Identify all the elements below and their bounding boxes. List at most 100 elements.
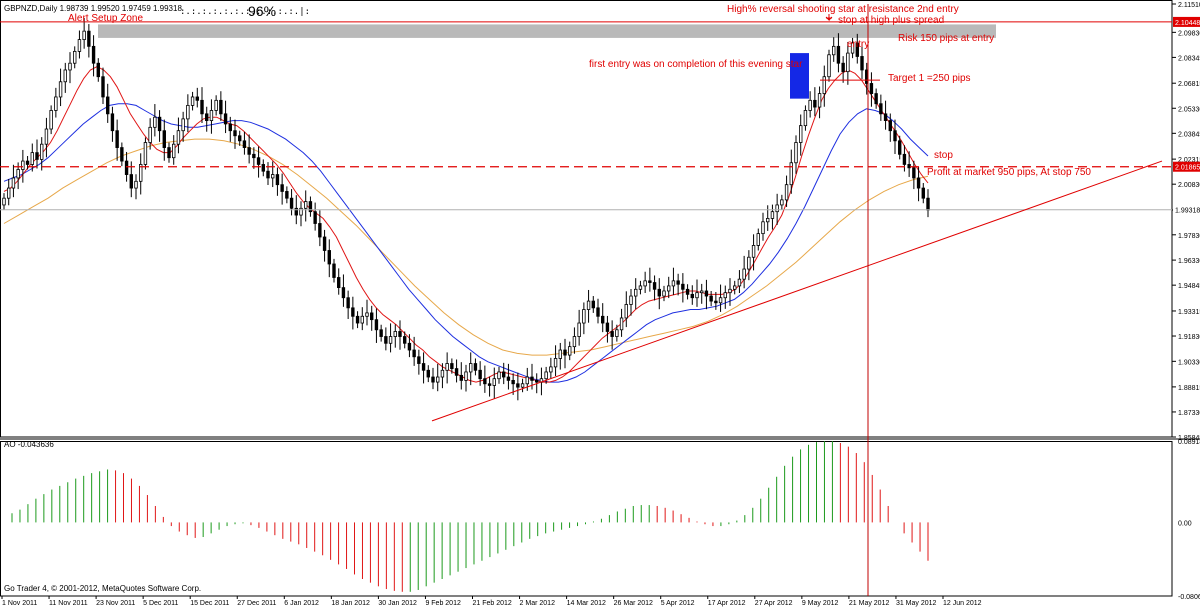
candle-body (747, 256, 751, 270)
main-frame (0, 0, 1173, 438)
candle (450, 358, 454, 374)
candle-body (478, 369, 482, 380)
candle (916, 166, 921, 202)
candle (478, 361, 482, 386)
candle (662, 285, 666, 302)
candle-body (16, 169, 20, 179)
candle-body (388, 336, 393, 344)
date-label: 11 Nov 2011 (49, 600, 88, 607)
candle (841, 56, 845, 83)
candle (454, 359, 459, 383)
candle (54, 87, 58, 118)
candle-body (68, 62, 72, 71)
candle (275, 167, 280, 196)
date-label: 5 Apr 2012 (661, 600, 695, 607)
candle (431, 367, 435, 390)
candle (492, 367, 496, 399)
candle-body (440, 369, 445, 378)
price-tick-label: 1.88815 (1178, 385, 1200, 392)
candle (879, 94, 883, 121)
candle (167, 142, 171, 163)
candle-body (751, 245, 756, 258)
candle (803, 105, 808, 131)
candle-body (96, 62, 100, 78)
candle (242, 131, 247, 155)
candle (393, 324, 397, 348)
candle (247, 134, 251, 164)
candle (172, 135, 176, 165)
candle (44, 117, 49, 158)
candle-body (58, 81, 63, 98)
price-tick-label: 1.87330 (1178, 410, 1200, 417)
candle-body (214, 99, 218, 111)
candle (549, 357, 553, 380)
candle-body (817, 93, 822, 108)
ao-label: AO -0.043636 (4, 440, 54, 449)
candle-body (200, 99, 204, 115)
candle-body (549, 366, 553, 373)
candle (568, 341, 572, 361)
candle (761, 212, 765, 241)
candle (115, 119, 119, 161)
candle (808, 91, 812, 118)
candle-body (718, 297, 723, 304)
candle-body (275, 174, 280, 186)
candle (912, 160, 916, 190)
candle (487, 376, 492, 397)
candle (747, 250, 751, 281)
candle-body (233, 130, 237, 137)
ao-histogram (11, 441, 929, 592)
candle (671, 267, 676, 296)
candle (139, 153, 143, 195)
date-label: 30 Jan 2012 (378, 600, 417, 607)
candle (280, 173, 284, 205)
candle-body (766, 218, 770, 223)
candle (120, 142, 124, 167)
candle (648, 267, 652, 292)
candle (110, 106, 115, 142)
candle (690, 285, 694, 305)
candle (271, 161, 275, 188)
candle (869, 72, 874, 107)
candle-body (893, 130, 897, 142)
candle (709, 290, 713, 307)
candle (327, 239, 331, 278)
price-tick-label: 1.93315 (1178, 309, 1200, 316)
candle (77, 30, 82, 59)
candle (685, 284, 690, 300)
price-tick-label: 1.91830 (1178, 334, 1200, 341)
candle-body (685, 288, 690, 295)
candle-body (770, 211, 775, 219)
candle (82, 18, 86, 49)
candle-body (483, 378, 487, 385)
candle (789, 149, 793, 194)
candle-body (332, 263, 336, 278)
candle (813, 87, 817, 117)
candle-body (148, 126, 152, 143)
date-label: 17 Apr 2012 (708, 600, 746, 607)
current-price-tag: 1.99318 (1175, 208, 1200, 215)
price-tick-label: 2.11510 (1178, 2, 1200, 9)
candle (351, 296, 355, 330)
resistance-price-tag-bg (1173, 16, 1200, 27)
candle-body (30, 152, 34, 165)
candle (483, 365, 487, 393)
candle (322, 229, 327, 262)
indicator-dots: :.:.:.:.:.:.:.:.:.:.:.|: (180, 7, 310, 17)
candle-body (648, 280, 652, 283)
date-label: 5 Dec 2011 (143, 600, 178, 607)
candle (365, 299, 369, 326)
candle-body (926, 197, 930, 211)
candle (407, 334, 412, 358)
candle-body (624, 304, 628, 319)
candle-body (638, 285, 643, 290)
candle-body (841, 62, 845, 73)
candle-body (407, 342, 412, 351)
candle (553, 345, 558, 377)
resistance-zone (98, 24, 996, 99)
candle-body (365, 312, 369, 317)
candles (2, 18, 930, 401)
candle (836, 33, 841, 73)
